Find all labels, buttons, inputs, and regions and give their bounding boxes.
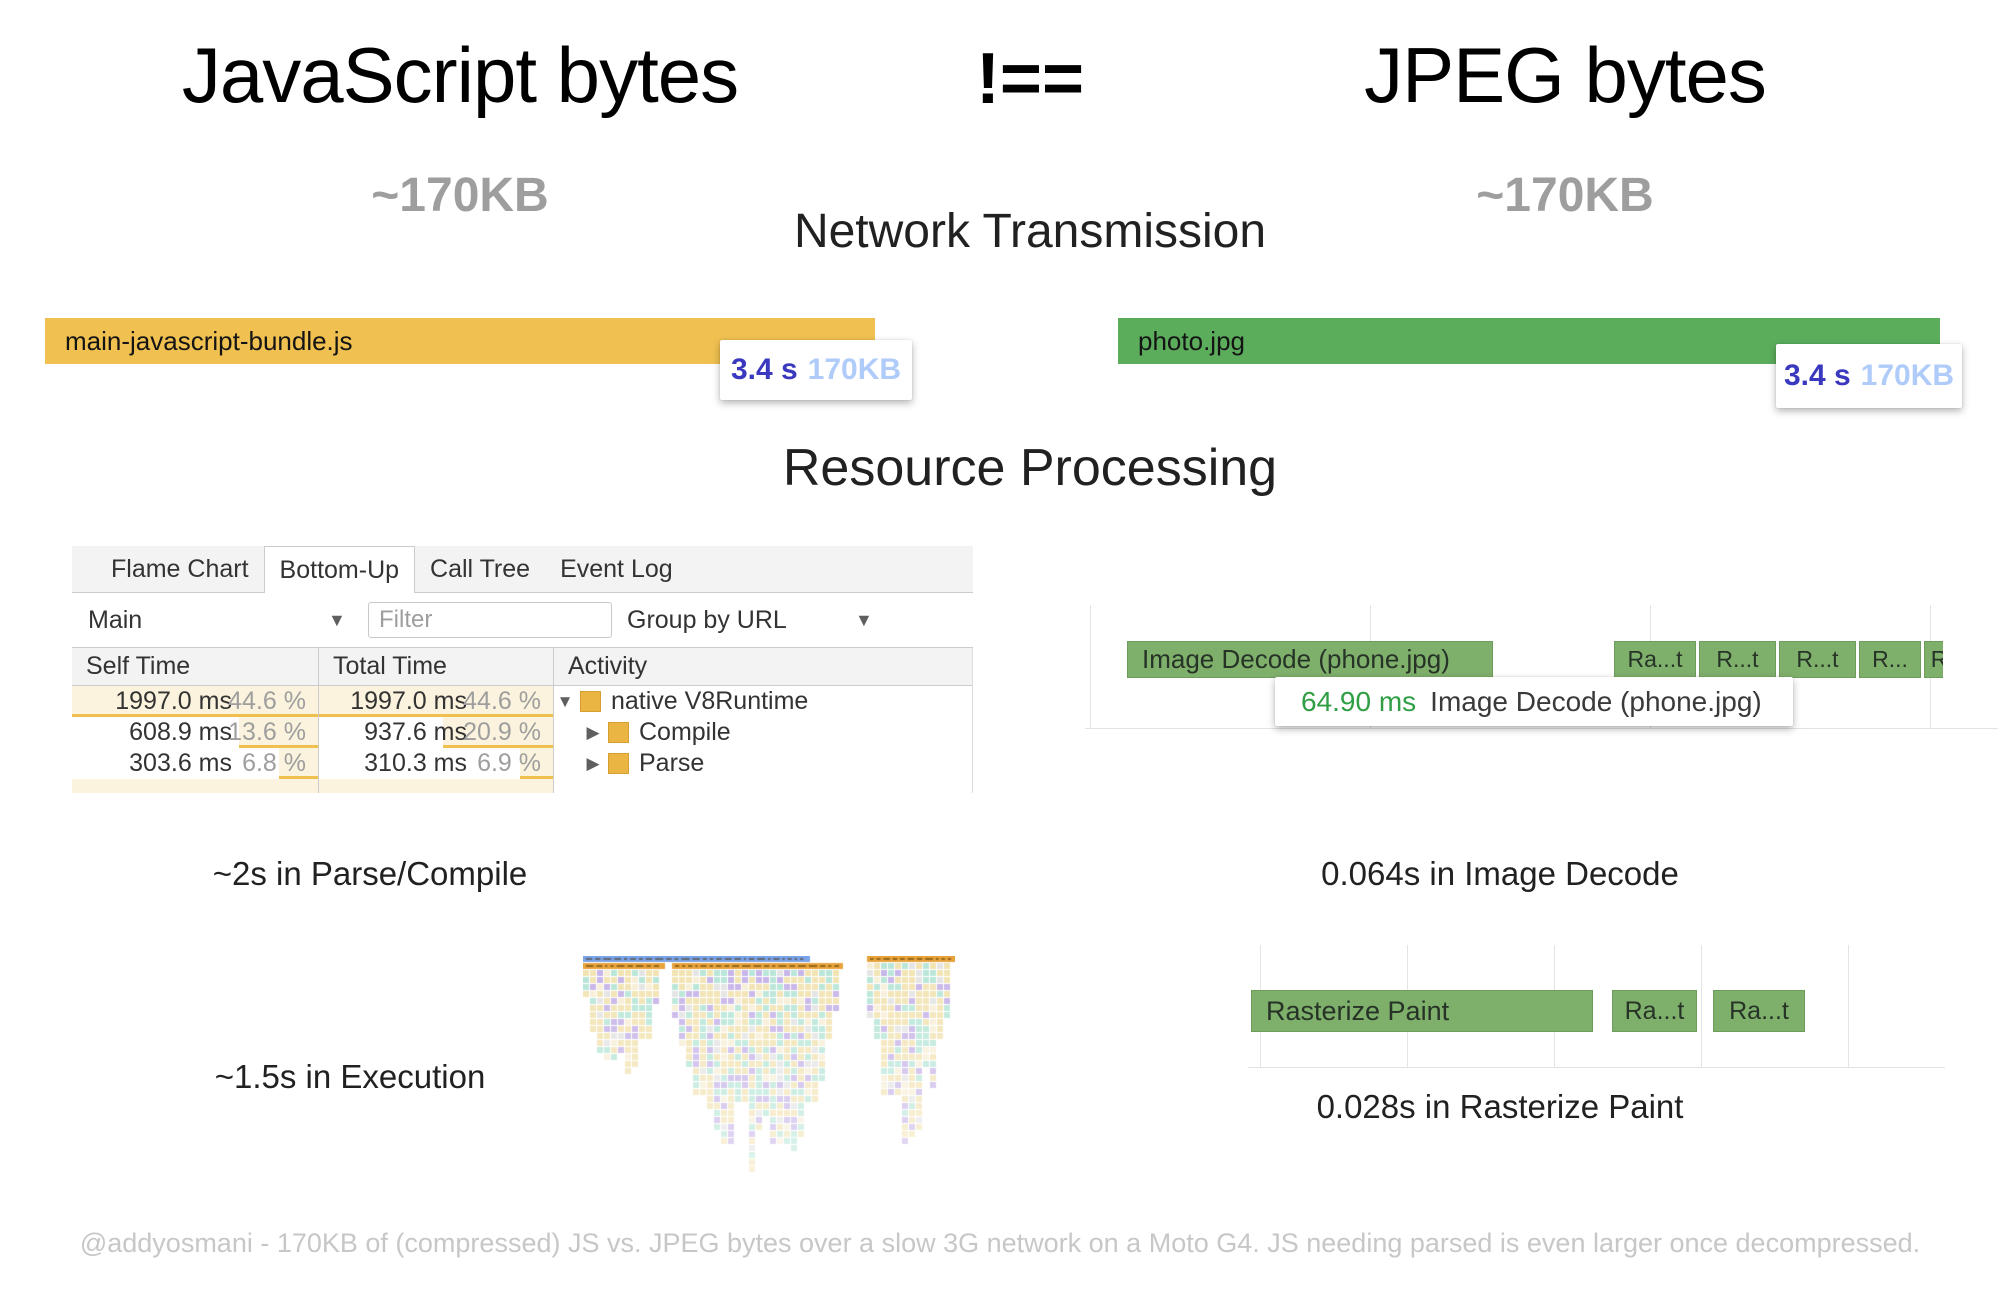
column-header-self-time[interactable]: Self Time: [72, 648, 319, 685]
js-tooltip-size: 170KB: [807, 353, 902, 386]
thread-select-caret-icon[interactable]: ▼: [328, 610, 346, 630]
js-tooltip-time: 3.4 s: [730, 353, 798, 386]
raster-segment: R...t: [1699, 641, 1776, 678]
title-javascript-bytes: JavaScript bytes: [181, 31, 739, 119]
total-time-percent: 20.9 %: [463, 718, 541, 746]
group-by-select-label[interactable]: Group by URL: [627, 606, 787, 634]
total-time-value: 310.3 ms: [364, 749, 467, 777]
decode-segments: Ra...t R...t R...t R... R: [1614, 641, 1943, 678]
table-header-row: Self Time Total Time Activity: [72, 647, 973, 686]
image-decode-tooltip: 64.90 ms Image Decode (phone.jpg): [1275, 677, 1793, 726]
gridline: [1248, 1067, 1945, 1068]
table-row[interactable]: 1997.0 ms 44.6 % 1997.0 ms 44.6 % ▼ nati…: [72, 686, 973, 717]
total-time-value: 1997.0 ms: [350, 687, 467, 715]
js-network-bar-label: main-javascript-bundle.js: [65, 326, 353, 356]
jpeg-size-label: ~170KB: [1476, 169, 1654, 222]
image-decode-caption: 0.064s in Image Decode: [1321, 855, 1679, 892]
resource-processing-heading: Resource Processing: [782, 439, 1278, 497]
table-row-clipped: [72, 779, 973, 793]
gridline: [1090, 605, 1091, 728]
gridline: [1848, 945, 1849, 1067]
decode-tooltip-time: 64.90 ms: [1301, 685, 1417, 717]
scripting-color-swatch: [608, 722, 629, 743]
column-header-activity[interactable]: Activity: [554, 648, 973, 685]
self-time-value: 608.9 ms: [129, 718, 232, 746]
activity-label: Parse: [639, 749, 705, 777]
attribution-footer: @addyosmani - 170KB of (compressed) JS v…: [79, 1228, 1921, 1258]
expander-icon[interactable]: ▼: [556, 691, 574, 711]
execution-caption: ~1.5s in Execution: [214, 1058, 486, 1095]
self-time-value: 1997.0 ms: [115, 687, 232, 715]
thread-select-label[interactable]: Main: [88, 606, 143, 634]
tab-call-tree[interactable]: Call Tree: [430, 554, 531, 583]
activity-label: Compile: [639, 718, 731, 746]
network-transmission-heading: Network Transmission: [793, 205, 1267, 258]
tab-event-log[interactable]: Event Log: [560, 554, 673, 583]
execution-flame-chart: [583, 956, 955, 1212]
total-time-value: 937.6 ms: [364, 718, 467, 746]
devtools-toolbar: Main ▼ Group by URL ▼: [72, 593, 973, 647]
rasterize-paint-bar: Rasterize Paint: [1251, 990, 1593, 1032]
table-row[interactable]: 608.9 ms 13.6 % 937.6 ms 20.9 % ▶ Compil…: [72, 717, 973, 748]
gridline: [1085, 728, 1998, 729]
self-time-percent: 13.6 %: [228, 718, 306, 746]
raster-segment: R: [1924, 641, 1943, 678]
jpeg-network-bar-label: photo.jpg: [1138, 326, 1245, 356]
scripting-color-swatch: [580, 691, 601, 712]
rasterize-caption: 0.028s in Rasterize Paint: [1316, 1088, 1684, 1125]
expander-icon[interactable]: ▶: [586, 753, 600, 773]
total-time-percent: 44.6 %: [463, 687, 541, 715]
expander-icon[interactable]: ▶: [586, 722, 600, 742]
tab-flame-chart[interactable]: Flame Chart: [111, 554, 249, 583]
title-jpeg-bytes: JPEG bytes: [1364, 31, 1767, 119]
table-row[interactable]: 303.6 ms 6.8 % 310.3 ms 6.9 % ▶ Parse: [72, 748, 973, 779]
gridline: [1701, 945, 1702, 1067]
decode-tooltip-label: Image Decode (phone.jpg): [1430, 685, 1762, 717]
raster-segment: Ra...t: [1612, 990, 1697, 1032]
filter-input[interactable]: [368, 602, 612, 638]
column-header-total-time[interactable]: Total Time: [319, 648, 554, 685]
js-size-label: ~170KB: [371, 169, 549, 222]
js-network-tooltip: 3.4 s 170KB: [720, 340, 912, 400]
jpeg-tooltip-size: 170KB: [1860, 359, 1955, 392]
image-decode-bar: Image Decode (phone.jpg): [1127, 641, 1493, 678]
self-time-value: 303.6 ms: [129, 749, 232, 777]
scripting-color-swatch: [608, 753, 629, 774]
devtools-panel: Flame Chart Bottom-Up Call Tree Event Lo…: [72, 546, 973, 793]
tab-bottom-up[interactable]: Bottom-Up: [263, 546, 416, 593]
total-time-percent: 6.9 %: [477, 749, 541, 777]
not-equal-operator: !==: [975, 39, 1085, 119]
jpeg-network-tooltip: 3.4 s 170KB: [1776, 344, 1962, 408]
self-time-percent: 6.8 %: [242, 749, 306, 777]
devtools-tabbar: Flame Chart Bottom-Up Call Tree Event Lo…: [72, 546, 973, 593]
parse-compile-caption: ~2s in Parse/Compile: [212, 855, 528, 892]
raster-segment: Ra...t: [1614, 641, 1696, 678]
self-time-percent: 44.6 %: [228, 687, 306, 715]
raster-segment: Ra...t: [1713, 990, 1805, 1032]
activity-label: native V8Runtime: [611, 687, 809, 715]
raster-segment: R...: [1859, 641, 1921, 678]
group-by-select-caret-icon[interactable]: ▼: [855, 610, 873, 630]
jpeg-tooltip-time: 3.4 s: [1783, 359, 1851, 392]
raster-segment: R...t: [1779, 641, 1856, 678]
